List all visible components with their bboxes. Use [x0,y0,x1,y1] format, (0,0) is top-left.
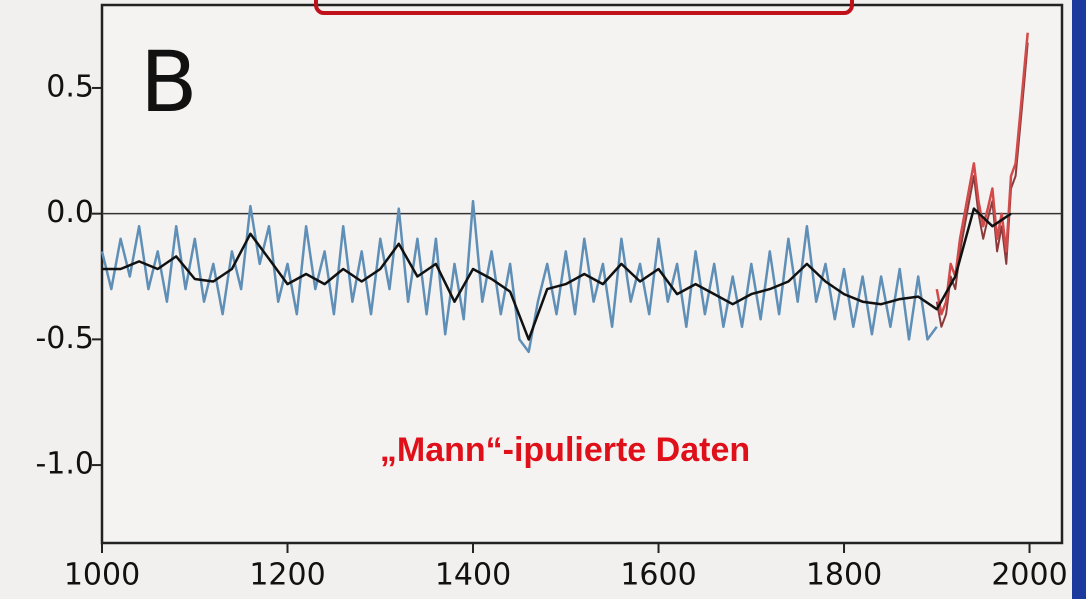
data-line [102,207,1012,341]
x-tick-label: 1600 [620,558,696,593]
highlight-box [314,0,854,15]
data-line [935,32,1029,316]
side-band [1072,0,1086,599]
annotation: „Mann“-ipulierte Daten [380,431,750,469]
x-tick-label: 1400 [435,558,511,593]
x-tick-label: 2000 [991,558,1067,593]
x-tick-label: 1800 [806,558,882,593]
y-tick-label: 0.5 [46,69,94,104]
data-line [100,199,938,354]
y-tick-label: -1.0 [35,447,94,482]
panel-letter: B [140,33,198,131]
x-tick-label: 1000 [64,558,140,593]
y-tick-label: 0.0 [46,195,94,230]
x-tick-label: 1200 [249,558,325,593]
y-tick-label: -0.5 [35,321,94,356]
